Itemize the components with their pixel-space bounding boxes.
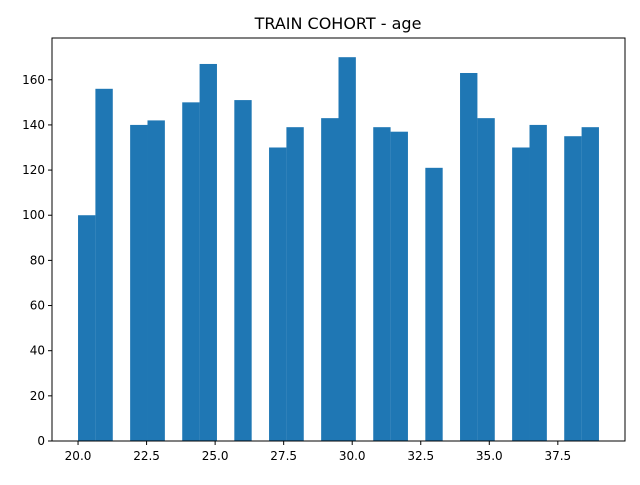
- histogram-bar: [477, 118, 495, 441]
- x-tick-label: 27.5: [270, 449, 297, 463]
- histogram-bar: [269, 147, 287, 441]
- y-tick-label: 80: [30, 253, 45, 267]
- y-tick-label: 160: [22, 73, 45, 87]
- x-axis: 20.0 22.5 25.0 27.5 30.0 32.5 35.0 37.5: [65, 441, 571, 463]
- y-tick-label: 140: [22, 118, 45, 132]
- y-tick-label: 0: [37, 434, 45, 448]
- histogram-bar: [78, 215, 96, 441]
- y-tick-label: 120: [22, 163, 45, 177]
- histogram-bar: [182, 102, 200, 441]
- histogram-bar: [512, 147, 530, 441]
- y-tick-label: 40: [30, 344, 45, 358]
- histogram-bar: [95, 88, 113, 442]
- x-tick-label: 37.5: [544, 449, 571, 463]
- y-tick-label: 100: [22, 208, 45, 222]
- histogram-bar: [460, 72, 478, 442]
- x-tick-label: 35.0: [476, 449, 503, 463]
- y-tick-label: 20: [30, 389, 45, 403]
- bars-layer: [78, 57, 599, 442]
- x-tick-label: 30.0: [339, 449, 366, 463]
- histogram-bar: [147, 120, 165, 442]
- histogram-bar: [529, 124, 547, 441]
- x-tick-label: 25.0: [202, 449, 229, 463]
- histogram-bar: [286, 127, 304, 442]
- histogram-bar: [425, 167, 443, 441]
- y-tick-label: 60: [30, 299, 45, 313]
- x-tick-label: 32.5: [407, 449, 434, 463]
- y-axis: 0 20 40 60 80 100 120 140 160: [22, 73, 52, 448]
- histogram-bar: [234, 100, 252, 441]
- x-tick-label: 22.5: [133, 449, 160, 463]
- histogram-bar: [199, 63, 217, 441]
- histogram-bar: [581, 127, 599, 442]
- chart-title: TRAIN COHORT - age: [254, 14, 422, 33]
- histogram-bar: [130, 124, 148, 441]
- histogram-bar: [338, 57, 356, 441]
- histogram-bar: [390, 131, 408, 441]
- histogram-bar: [564, 136, 582, 441]
- plot-frame: [51, 37, 626, 442]
- x-tick-label: 20.0: [65, 449, 92, 463]
- histogram-bar: [373, 127, 391, 442]
- histogram-bar: [321, 118, 339, 441]
